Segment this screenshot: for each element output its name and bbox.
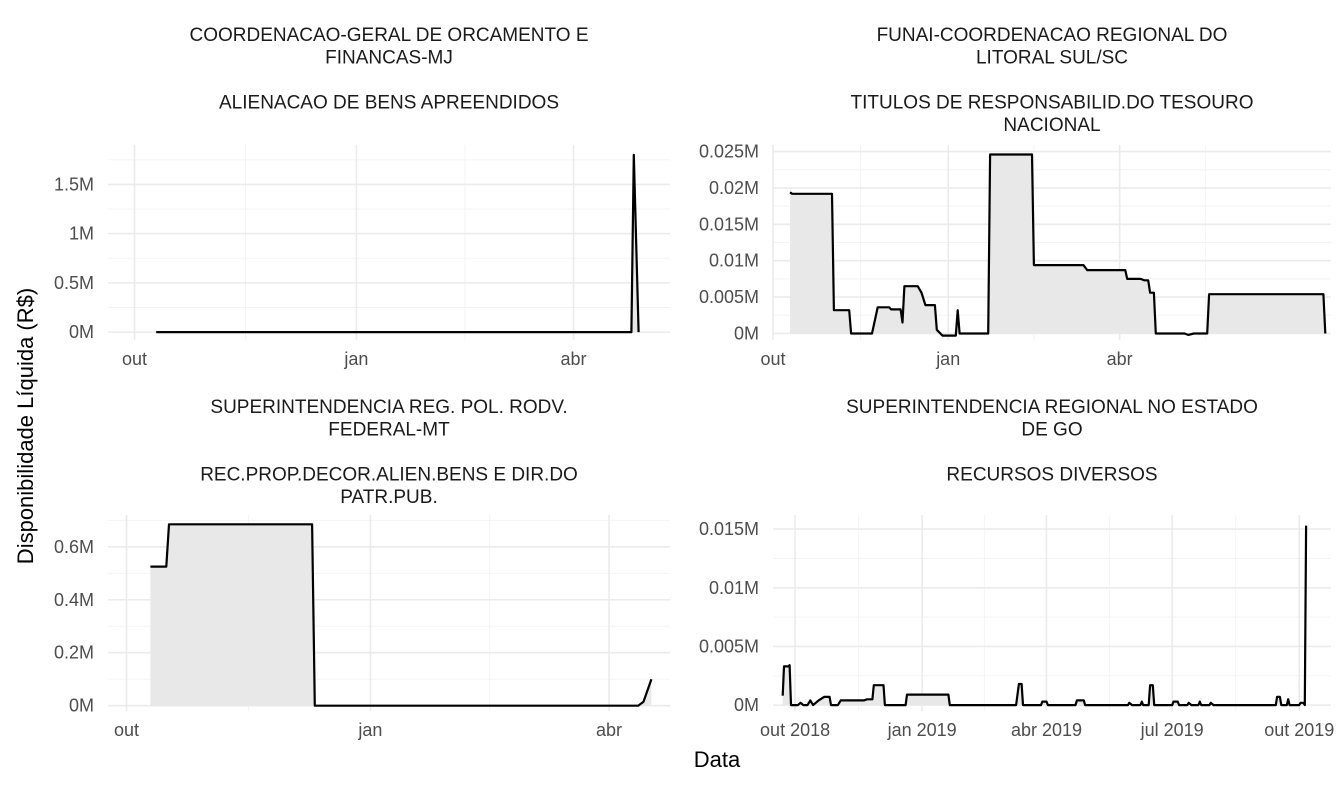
y-tick-label: 0.4M bbox=[54, 590, 94, 610]
y-tick-label: 0M bbox=[734, 323, 759, 343]
series-area bbox=[790, 154, 1326, 336]
y-tick-label: 0.01M bbox=[709, 578, 759, 598]
y-tick-label: 0.02M bbox=[709, 178, 759, 198]
x-tick-label: out bbox=[760, 349, 785, 369]
panel-title-line: FINANCAS-MJ bbox=[325, 48, 453, 69]
panel-title-line: TITULOS DE RESPONSABILID.DO TESOURO bbox=[851, 93, 1254, 114]
y-tick-label: 0.005M bbox=[699, 287, 759, 307]
series-line bbox=[781, 525, 1308, 707]
series-line bbox=[150, 523, 653, 707]
panel-title-line: PATR.PUB. bbox=[340, 487, 437, 508]
series-area bbox=[782, 525, 1307, 706]
x-tick-label: abr 2019 bbox=[1011, 720, 1082, 740]
panel-title-line: FUNAI-COORDENACAO REGIONAL DO bbox=[877, 25, 1228, 46]
x-axis-title: Data bbox=[694, 747, 741, 772]
x-tick-label: abr bbox=[561, 349, 587, 369]
panel-3: SUPERINTENDENCIA REG. POL. RODV.FEDERAL-… bbox=[54, 397, 670, 740]
y-tick-label: 1.5M bbox=[54, 174, 94, 194]
series-area bbox=[156, 154, 639, 333]
y-tick-label: 0.015M bbox=[699, 214, 759, 234]
panel-title-line: FEDERAL-MT bbox=[328, 420, 450, 441]
y-tick-label: 0.015M bbox=[699, 519, 759, 539]
panel-title-line: COORDENACAO-GERAL DE ORCAMENTO E bbox=[189, 25, 588, 46]
y-tick-label: 0M bbox=[69, 322, 94, 342]
x-tick-label: out 2019 bbox=[1264, 720, 1334, 740]
series-line bbox=[789, 153, 1327, 337]
panel-title-line: LITORAL SUL/SC bbox=[976, 48, 1128, 69]
x-tick-label: out bbox=[114, 720, 139, 740]
y-tick-label: 0.5M bbox=[54, 273, 94, 293]
x-tick-label: abr bbox=[596, 720, 622, 740]
panel-title-line: SUPERINTENDENCIA REGIONAL NO ESTADO bbox=[846, 397, 1258, 418]
x-tick-label: jan bbox=[357, 720, 382, 740]
series-area bbox=[150, 524, 652, 706]
y-tick-label: 0M bbox=[734, 695, 759, 715]
y-tick-label: 1M bbox=[69, 224, 94, 244]
y-tick-label: 0.2M bbox=[54, 643, 94, 663]
series-line bbox=[156, 153, 640, 334]
x-tick-label: out bbox=[122, 349, 147, 369]
panel-title-line: REC.PROP.DECOR.ALIEN.BENS E DIR.DO bbox=[200, 465, 578, 486]
panel-1: COORDENACAO-GERAL DE ORCAMENTO EFINANCAS… bbox=[54, 25, 670, 369]
x-tick-label: abr bbox=[1107, 349, 1133, 369]
y-tick-label: 0.025M bbox=[699, 142, 759, 162]
y-tick-label: 0.005M bbox=[699, 636, 759, 656]
y-tick-label: 0M bbox=[69, 696, 94, 716]
panel-title-line: NACIONAL bbox=[1003, 115, 1100, 136]
x-tick-label: jul 2019 bbox=[1140, 720, 1204, 740]
panel-title-line: DE GO bbox=[1021, 420, 1082, 441]
y-axis-title: Disponibilidade Líquida (R$) bbox=[13, 288, 38, 564]
panel-title-line: ALIENACAO DE BENS APREENDIDOS bbox=[219, 93, 559, 114]
x-tick-label: out 2018 bbox=[760, 720, 830, 740]
x-tick-label: jan 2019 bbox=[887, 720, 957, 740]
y-tick-label: 0.6M bbox=[54, 537, 94, 557]
y-tick-label: 0.01M bbox=[709, 251, 759, 271]
panel-title-line: RECURSOS DIVERSOS bbox=[946, 465, 1157, 486]
x-tick-label: jan bbox=[343, 349, 368, 369]
panel-title-line: SUPERINTENDENCIA REG. POL. RODV. bbox=[210, 397, 567, 418]
x-tick-label: jan bbox=[935, 349, 960, 369]
